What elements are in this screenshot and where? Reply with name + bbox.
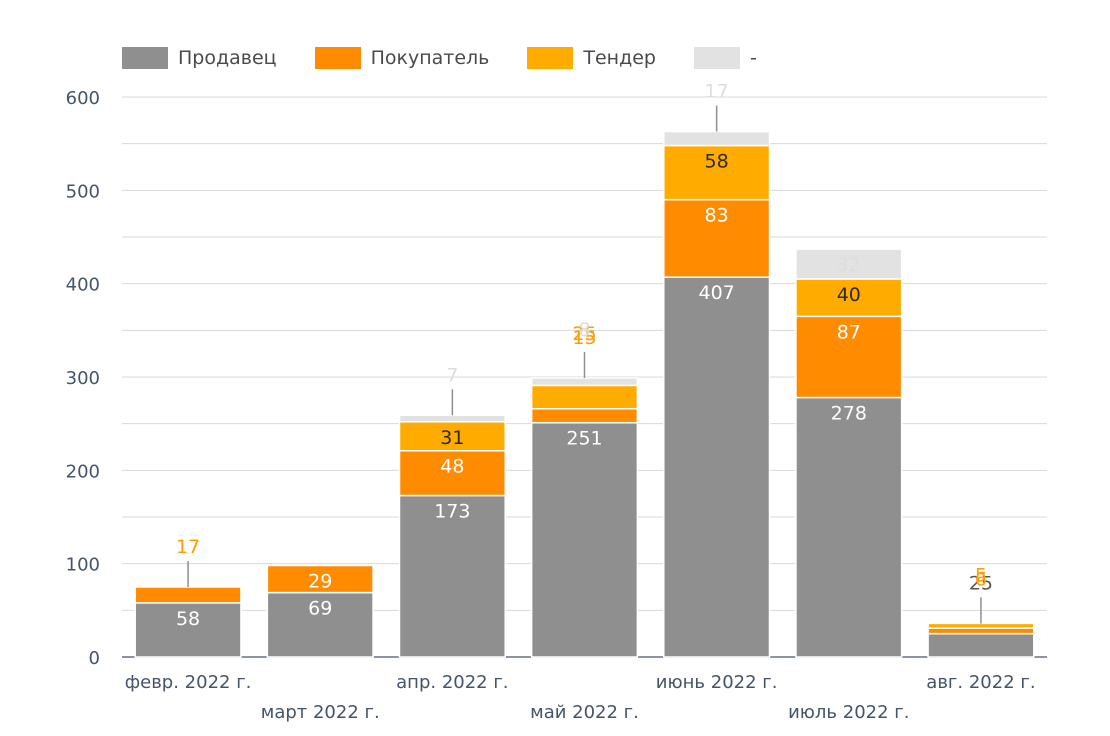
bar-0 [530,421,639,658]
bar-3 [795,248,903,280]
y-tick-label: 300 [66,368,100,389]
x-tick-label: март 2022 г. [261,702,380,723]
y-tick-label: 100 [66,555,100,576]
data-label: 48 [440,456,464,478]
data-label: 58 [176,608,200,630]
x-tick-label: апр. 2022 г. [396,672,508,693]
legend-swatch-dash [693,47,740,69]
legend-swatch-buyer [314,47,361,69]
data-label: 25 [572,323,596,345]
legend-swatch-seller [122,47,168,69]
legend-item-dash[interactable]: - [693,47,757,69]
bar-2 [927,622,1035,629]
data-label: 29 [308,571,332,593]
bar-0 [927,632,1035,658]
bar-2 [795,278,903,318]
bar-0 [398,494,506,658]
data-label: 58 [705,151,729,173]
data-label: 7 [446,364,458,386]
bar-1 [266,564,374,594]
data-label: 173 [434,501,470,523]
y-tick-label: 500 [66,181,100,202]
bar-3 [663,130,771,147]
y-tick-label: 600 [66,88,100,109]
x-tick-label: май 2022 г. [530,702,639,723]
data-label: 40 [837,284,861,306]
data-label: 17 [705,81,729,103]
bar-1 [134,586,242,604]
legend-item-seller[interactable]: Продавец [122,47,277,69]
x-tick-label: июль 2022 г. [788,702,909,723]
data-label: 5 [975,564,987,586]
x-tick-label: авг. 2022 г. [926,672,1035,693]
legend-item-buyer[interactable]: Покупатель [314,47,490,69]
bar-1 [398,449,506,497]
bar-3 [530,377,639,387]
bar-0 [266,591,374,658]
data-label: 278 [831,403,867,425]
x-tick-label: июнь 2022 г. [656,672,778,693]
bar-2 [663,144,771,201]
bar-2 [530,384,639,410]
y-tick-label: 0 [89,648,100,669]
bar-1 [927,627,1035,635]
data-label: 251 [566,428,602,450]
legend-swatch-tender [527,47,574,69]
legend: Продавец Покупатель Тендер - [122,44,795,72]
legend-label-buyer: Покупатель [370,47,490,69]
data-label: 83 [705,205,729,227]
bar-1 [663,198,771,278]
y-tick-label: 400 [66,275,100,296]
bar-0 [795,396,903,658]
data-label: 15 [572,327,596,349]
legend-label-tender: Тендер [583,47,656,69]
data-label: 25 [969,572,993,594]
bar-1 [530,407,639,424]
legend-label-seller: Продавец [178,47,277,69]
legend-item-tender[interactable]: Тендер [527,47,656,69]
data-label: 32 [837,254,861,276]
data-label: 407 [699,282,735,304]
data-label: 87 [837,321,861,343]
bar-3 [398,414,506,423]
y-tick-label: 200 [66,461,100,482]
data-label: 31 [440,427,464,449]
bar-1 [795,315,903,399]
bar-2 [398,421,506,452]
x-tick-label: февр. 2022 г. [125,672,252,693]
data-label: 69 [308,598,332,620]
data-label: 8 [578,319,590,341]
data-label: 6 [975,568,987,590]
bar-0 [663,276,771,658]
data-label: 17 [176,536,200,558]
legend-label-dash: - [749,47,757,69]
